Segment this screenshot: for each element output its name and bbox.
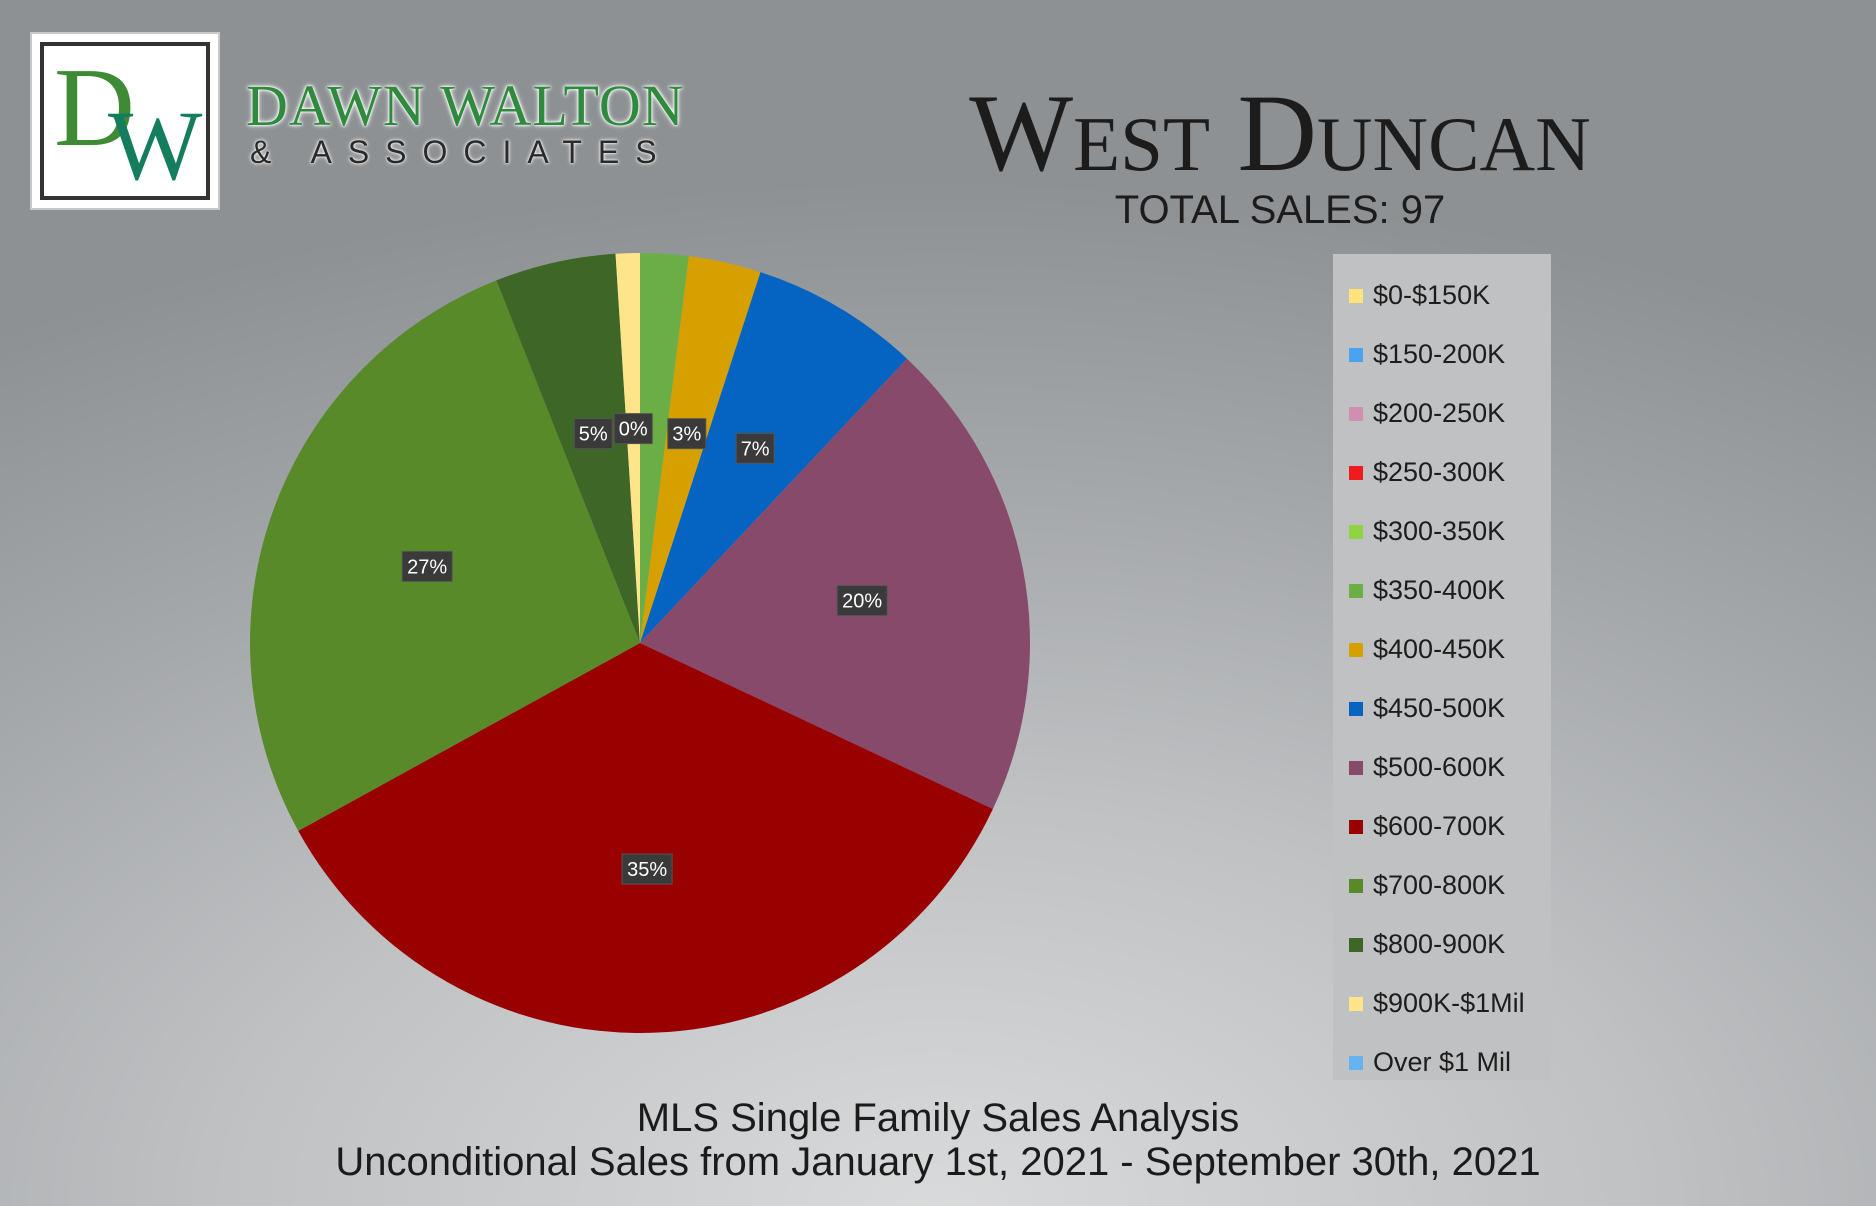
brand-logo: D W xyxy=(30,32,220,210)
legend-swatch xyxy=(1349,701,1363,716)
brand-subtitle: & ASSOCIATES xyxy=(250,134,673,170)
legend-swatch xyxy=(1349,347,1363,362)
data-label-box xyxy=(621,853,673,885)
legend-swatch xyxy=(1349,524,1363,539)
legend-item: $900K-$1Mil xyxy=(1349,974,1551,1033)
legend-swatch xyxy=(1349,642,1363,657)
legend-swatch xyxy=(1349,465,1363,480)
legend-label: $500-600K xyxy=(1373,752,1506,782)
legend-item: $200-250K xyxy=(1349,384,1551,443)
legend-swatch xyxy=(1349,878,1363,893)
data-label: 0% xyxy=(613,413,653,445)
footer-title: MLS Single Family Sales Analysis xyxy=(636,1096,1240,1140)
data-label: 7% xyxy=(735,432,775,464)
data-label-text: 27% xyxy=(407,556,447,578)
legend-item: $600-700K xyxy=(1349,797,1551,856)
pie-slice xyxy=(496,253,640,643)
data-label-box xyxy=(735,432,775,464)
legend-label: $350-400K xyxy=(1373,575,1506,605)
logo-letter-d: D xyxy=(54,46,135,170)
data-label: 27% xyxy=(401,550,453,582)
pie-slice xyxy=(298,643,993,1033)
data-label-text: 3% xyxy=(672,424,701,446)
legend-swatch xyxy=(1349,937,1363,952)
data-label-text: 7% xyxy=(741,438,770,460)
legend-label: $800-900K xyxy=(1373,929,1506,959)
legend-item: $700-800K xyxy=(1349,856,1551,915)
pie-slice xyxy=(615,253,640,643)
legend-item: $800-900K xyxy=(1349,915,1551,974)
data-label: 35% xyxy=(621,853,673,885)
legend-item: $450-500K xyxy=(1349,679,1551,738)
legend-item: $300-350K xyxy=(1349,502,1551,561)
legend-swatch xyxy=(1349,1055,1363,1070)
data-label-text: 20% xyxy=(842,591,882,613)
legend-label: Over $1 Mil xyxy=(1373,1047,1512,1077)
legend-item: $0-$150K xyxy=(1349,266,1551,325)
brand-logo-frame: D W xyxy=(40,42,210,200)
legend-item: $250-300K xyxy=(1349,443,1551,502)
legend-label: $0-$150K xyxy=(1373,280,1491,310)
legend-label: $150-200K xyxy=(1373,339,1506,369)
legend-label: $250-300K xyxy=(1373,457,1506,487)
data-label-box xyxy=(836,585,888,617)
legend-item: $400-450K xyxy=(1349,620,1551,679)
footer-date-range: Unconditional Sales from January 1st, 20… xyxy=(335,1140,1541,1184)
total-sales: TOTAL SALES: 97 xyxy=(1114,188,1446,232)
legend-swatch xyxy=(1349,288,1363,303)
legend-label: $300-350K xyxy=(1373,516,1506,546)
pie-slice xyxy=(640,358,1030,810)
legend-label: $400-450K xyxy=(1373,634,1506,664)
legend-swatch xyxy=(1349,760,1363,775)
data-label-box xyxy=(613,413,653,445)
data-label-box xyxy=(667,418,707,450)
legend-swatch xyxy=(1349,819,1363,834)
page-title: West Duncan xyxy=(969,72,1591,194)
legend-item: Over $1 Mil xyxy=(1349,1033,1551,1092)
data-label-box xyxy=(573,418,613,450)
legend-label: $600-700K xyxy=(1373,811,1506,841)
logo-letter-w: W xyxy=(108,90,203,200)
chart-legend: $0-$150K $150-200K $200-250K $250-300K $300-… xyxy=(1333,254,1551,1080)
data-label-text: 5% xyxy=(579,424,608,446)
data-label-text: 35% xyxy=(627,859,667,881)
data-label-box xyxy=(401,550,453,582)
legend-item: $500-600K xyxy=(1349,738,1551,797)
pie-slice xyxy=(640,253,689,643)
data-label: 3% xyxy=(667,418,707,450)
pie-slice xyxy=(640,256,761,643)
brand-name: DAWN WALTON xyxy=(246,73,685,138)
legend-label: $450-500K xyxy=(1373,693,1506,723)
legend-item: $150-200K xyxy=(1349,325,1551,384)
legend-swatch xyxy=(1349,996,1363,1011)
data-label: 20% xyxy=(836,585,888,617)
legend-label: $900K-$1Mil xyxy=(1373,988,1525,1018)
data-label: 5% xyxy=(573,418,613,450)
legend-label: $700-800K xyxy=(1373,870,1506,900)
data-label-text: 0% xyxy=(619,419,648,441)
legend-swatch xyxy=(1349,583,1363,598)
legend-item: $350-400K xyxy=(1349,561,1551,620)
legend-swatch xyxy=(1349,406,1363,421)
legend-label: $200-250K xyxy=(1373,398,1506,428)
